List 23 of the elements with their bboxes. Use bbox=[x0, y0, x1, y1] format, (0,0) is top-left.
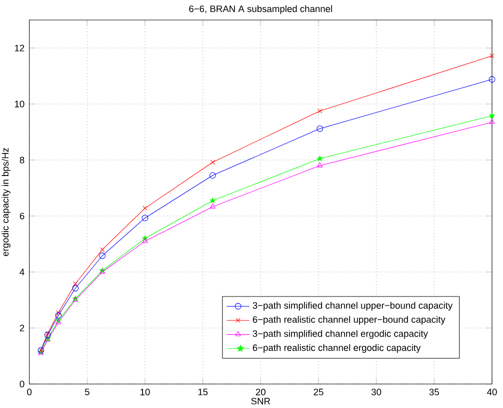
y-tick-label: 2 bbox=[20, 324, 24, 332]
legend-label: 3−path simplified channel ergodic capacity bbox=[252, 330, 428, 339]
y-tick-label: 10 bbox=[14, 100, 24, 108]
x-tick-label: 25 bbox=[314, 388, 324, 396]
y-tick-label: 6 bbox=[20, 212, 24, 220]
x-tick-label: 15 bbox=[198, 388, 208, 396]
y-tick-label: 8 bbox=[20, 156, 24, 164]
x-tick-label: 35 bbox=[429, 388, 439, 396]
legend-label: 3−path simplified channel upper−bound capacity bbox=[252, 302, 453, 311]
x-tick-label: 0 bbox=[27, 388, 32, 396]
x-tick-label: 20 bbox=[256, 388, 266, 396]
y-axis-title: ergodic capacity in bps/Hz bbox=[2, 148, 10, 256]
x-tick-label: 40 bbox=[487, 388, 497, 396]
legend-label: 6−path realistic channel ergodic capacity bbox=[252, 344, 421, 353]
y-tick-label: 0 bbox=[20, 380, 24, 388]
x-tick-label: 5 bbox=[84, 388, 90, 396]
legend-label: 6−path realistic channel upper−bound capacity bbox=[252, 316, 446, 325]
x-axis-title: SNR bbox=[251, 398, 270, 404]
x-tick-label: 10 bbox=[140, 388, 150, 396]
y-tick-label: 12 bbox=[14, 44, 24, 52]
y-tick-label: 4 bbox=[20, 268, 24, 276]
chart-title: 6−6, BRAN A subsampled channel bbox=[189, 5, 332, 14]
x-tick-label: 30 bbox=[372, 388, 382, 396]
